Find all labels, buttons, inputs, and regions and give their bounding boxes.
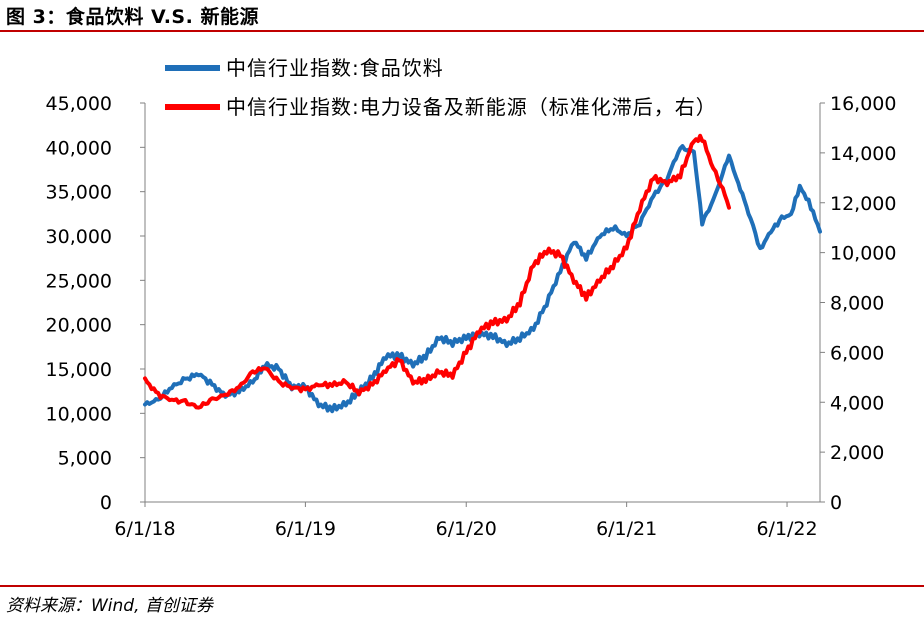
- left-tick-label: 45,000: [46, 93, 112, 115]
- right-tick-label: 14,000: [830, 143, 896, 165]
- x-tick-label: 6/1/20: [436, 518, 497, 540]
- source-note: 资料来源：Wind, 首创证券: [6, 596, 213, 616]
- chart-axes: 0 5,000 10,000 15,000 20,000 25,000 30,000 35,0…: [46, 93, 897, 540]
- figure-title: 图 3：食品饮料 V.S. 新能源: [6, 6, 259, 28]
- left-tick-label: 20,000: [46, 315, 112, 337]
- right-tick-label: 10,000: [830, 243, 896, 265]
- x-tick-label: 6/1/22: [756, 518, 817, 540]
- x-tick-label: 6/1/21: [596, 518, 657, 540]
- chart-series: [143, 133, 822, 414]
- right-tick-label: 4,000: [830, 392, 884, 414]
- right-tick-label: 0: [830, 492, 842, 514]
- right-tick-label: 2,000: [830, 442, 884, 464]
- left-tick-label: 15,000: [46, 359, 112, 381]
- legend-label: 中信行业指数:食品饮料: [226, 56, 444, 80]
- top-rule: [0, 30, 924, 32]
- legend-label: 中信行业指数:电力设备及新能源（标准化滞后，右）: [226, 95, 717, 119]
- right-tick-label: 16,000: [830, 93, 896, 115]
- left-tick-label: 0: [100, 492, 112, 514]
- right-tick-label: 6,000: [830, 342, 884, 364]
- left-tick-label: 35,000: [46, 182, 112, 204]
- left-tick-label: 10,000: [46, 403, 112, 425]
- series-line-food-beverage: [143, 144, 822, 414]
- series-line-new-energy: [143, 133, 731, 410]
- right-tick-label: 12,000: [830, 193, 896, 215]
- right-tick-label: 8,000: [830, 293, 884, 315]
- left-tick-label: 30,000: [46, 226, 112, 248]
- left-tick-label: 25,000: [46, 270, 112, 292]
- x-tick-label: 6/1/19: [275, 518, 336, 540]
- left-tick-label: 5,000: [58, 448, 112, 470]
- bottom-rule: [0, 585, 924, 587]
- x-tick-label: 6/1/18: [114, 518, 175, 540]
- left-tick-label: 40,000: [46, 137, 112, 159]
